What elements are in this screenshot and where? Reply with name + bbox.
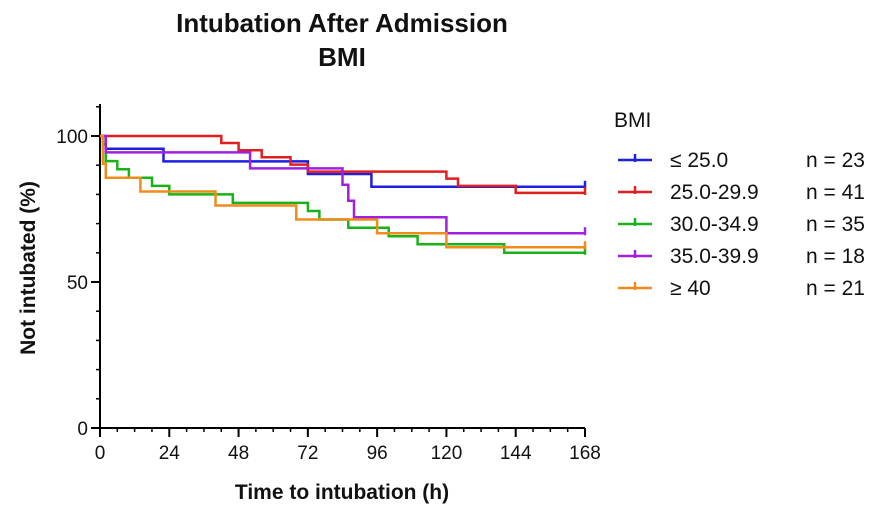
x-axis-title: Time to intubation (h) [235,481,449,504]
y-tick-label: 50 [67,273,88,294]
x-tick-label: 96 [367,443,388,464]
y-tick-label: 0 [77,419,88,440]
legend-label-5: ≥ 40 [670,277,711,300]
legend-label-4: 35.0-39.9 [670,245,759,268]
legend: ≤ 25.0 n = 23 25.0-29.9 n = 41 30.0-34.9 n = … [618,149,865,300]
legend-title: BMI [614,109,651,132]
series-line-3 [100,134,585,255]
axes: 0 50 100 0 24 48 72 96 120 144 168 [56,104,601,464]
chart-title: Intubation After Admission [176,8,508,38]
chart-subtitle: BMI [318,42,366,72]
x-tick-label: 144 [500,443,532,464]
x-tick-label: 120 [431,443,463,464]
x-tick-label: 48 [228,443,249,464]
y-tick-label: 100 [56,127,88,148]
series-line-4 [100,134,585,235]
series-line-2 [100,134,585,195]
y-axis-title: Not intubated (%) [17,181,40,355]
legend-n-1: n = 23 [806,149,865,172]
legend-n-4: n = 18 [806,245,865,268]
x-tick-label: 72 [297,443,318,464]
legend-label-2: 25.0-29.9 [670,181,759,204]
legend-label-1: ≤ 25.0 [670,149,728,172]
x-tick-label: 0 [95,443,106,464]
series-line-5 [100,134,585,249]
plot-area [100,134,587,255]
legend-n-2: n = 41 [806,181,865,204]
x-tick-label: 168 [569,443,601,464]
legend-label-3: 30.0-34.9 [670,213,759,236]
x-tick-label: 24 [159,443,181,464]
legend-n-5: n = 21 [806,277,865,300]
legend-n-3: n = 35 [806,213,865,236]
